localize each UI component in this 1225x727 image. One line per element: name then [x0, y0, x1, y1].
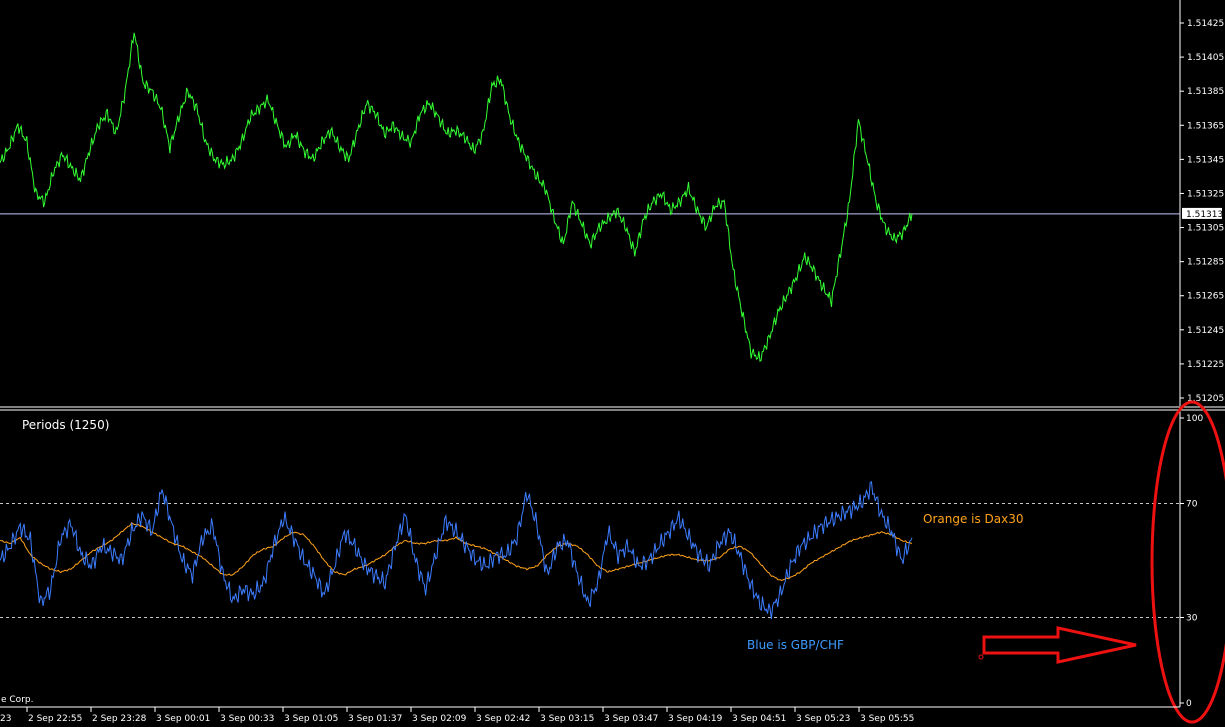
current-price-label: 1.51313: [1186, 210, 1223, 220]
price-tick-label: 1.51245: [1187, 326, 1224, 336]
price-tick-label: 1.51305: [1187, 224, 1224, 234]
red-annotations: [978, 400, 1225, 724]
copyright-text: e Corp.: [1, 695, 33, 705]
price-tick-label: 1.51265: [1187, 292, 1224, 302]
blue-series-label: Blue is GBP/CHF: [747, 638, 844, 652]
price-panel: 1.51425 1.51405 1.51385 1.51365 1.51345 1.513…: [0, 0, 1224, 406]
gbpchf-series-line: [0, 481, 913, 620]
price-series-line: [0, 32, 913, 362]
current-price-badge: [1182, 207, 1222, 219]
time-tick-label: 3 Sep 00:01: [156, 714, 210, 724]
indicator-tick-label: 100: [1186, 414, 1203, 424]
price-tick-label: 1.51285: [1187, 258, 1224, 268]
price-axis-ticks: 1.51425 1.51405 1.51385 1.51365 1.51345 1.513…: [1180, 19, 1224, 404]
price-tick-label: 1.51325: [1187, 189, 1224, 199]
time-tick-label: 3 Sep 03:15: [540, 714, 594, 724]
time-axis-ticks: 23 2 Sep 22:55 2 Sep 23:28 3 Sep 00:01 3 Sep…: [0, 707, 914, 724]
orange-series-label: Orange is Dax30: [923, 512, 1024, 526]
highlight-ellipse: [1150, 400, 1225, 724]
price-tick-label: 1.51425: [1187, 19, 1224, 29]
time-tick-label: 3 Sep 04:19: [668, 714, 723, 724]
red-dot-marker: [978, 654, 984, 660]
price-tick-label: 1.51345: [1187, 155, 1224, 165]
time-tick-label: 2 Sep 22:55: [28, 714, 82, 724]
arrow-annotation: [982, 626, 1137, 664]
price-tick-label: 1.51225: [1187, 360, 1224, 370]
time-tick-label: 3 Sep 02:09: [412, 714, 467, 724]
time-tick-label: 3 Sep 04:51: [732, 714, 786, 724]
time-tick-label: 3 Sep 01:05: [284, 714, 338, 724]
indicator-title: Periods (1250): [22, 418, 109, 432]
time-tick-label: 23: [0, 714, 11, 724]
time-tick-label: 3 Sep 00:33: [220, 714, 274, 724]
price-tick-label: 1.51205: [1187, 394, 1224, 404]
time-tick-label: 3 Sep 05:55: [860, 714, 914, 724]
indicator-axis-ticks: 100 70 30 0: [1180, 414, 1203, 709]
time-tick-label: 3 Sep 02:42: [476, 714, 530, 724]
price-tick-label: 1.51385: [1187, 87, 1224, 97]
time-tick-label: 3 Sep 05:23: [796, 714, 850, 724]
time-tick-label: 2 Sep 23:28: [92, 714, 147, 724]
time-tick-label: 3 Sep 01:37: [348, 714, 402, 724]
indicator-tick-label: 0: [1186, 699, 1192, 709]
indicator-tick-label: 30: [1186, 614, 1198, 624]
indicator-level-lines: [0, 503, 1180, 618]
time-tick-label: 3 Sep 03:47: [604, 714, 658, 724]
price-tick-label: 1.51365: [1187, 121, 1224, 131]
indicator-tick-label: 70: [1186, 500, 1198, 510]
price-tick-label: 1.51405: [1187, 53, 1224, 63]
